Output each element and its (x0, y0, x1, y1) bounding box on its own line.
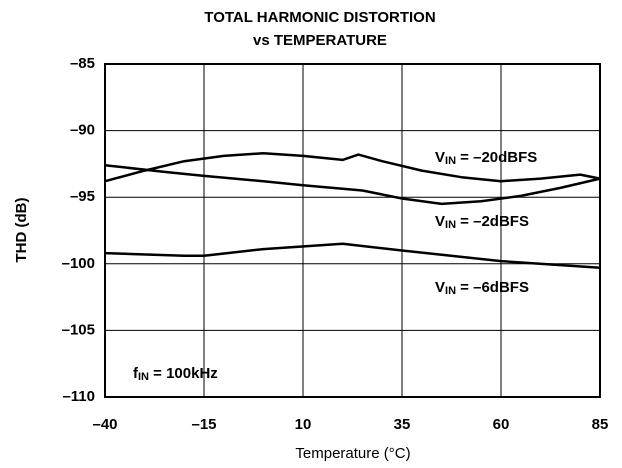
y-axis-label: THD (dB) (13, 198, 30, 263)
x-axis-label: Temperature (°C) (295, 445, 410, 462)
data-line (104, 163, 601, 206)
y-tick-label: –85 (70, 55, 95, 72)
y-tick-label: –90 (70, 122, 95, 139)
y-tick-label: –105 (62, 321, 95, 338)
x-tick-label: 35 (394, 416, 411, 433)
x-tick-label: 10 (295, 416, 312, 433)
x-tick-label: –15 (191, 416, 216, 433)
y-tick-label: –110 (62, 388, 95, 405)
x-tick-label: 60 (493, 416, 510, 433)
plot-frame (104, 63, 601, 398)
x-tick-label: 85 (592, 416, 609, 433)
chart-title: vs TEMPERATURE (253, 32, 387, 49)
y-tick-label: –100 (62, 255, 95, 272)
y-tick-label: –95 (70, 188, 95, 205)
series-label: VIN = –20dBFS (435, 149, 537, 167)
data-line (104, 151, 601, 183)
series-label: VIN = –2dBFS (435, 213, 529, 231)
annotation: fIN = 100kHz (133, 365, 218, 383)
data-line (104, 242, 601, 270)
chart-title: TOTAL HARMONIC DISTORTION (204, 9, 435, 26)
x-tick-label: –40 (92, 416, 117, 433)
series-label: VIN = –6dBFS (435, 279, 529, 297)
